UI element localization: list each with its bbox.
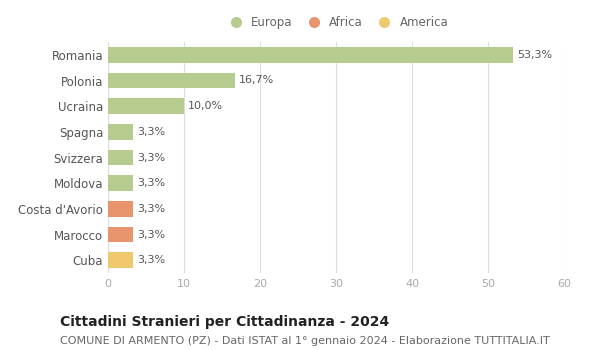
Text: 3,3%: 3,3% bbox=[137, 153, 165, 162]
Bar bbox=[108, 227, 133, 242]
Text: 3,3%: 3,3% bbox=[137, 204, 165, 214]
Text: COMUNE DI ARMENTO (PZ) - Dati ISTAT al 1° gennaio 2024 - Elaborazione TUTTITALIA: COMUNE DI ARMENTO (PZ) - Dati ISTAT al 1… bbox=[60, 336, 550, 346]
Text: 3,3%: 3,3% bbox=[137, 178, 165, 188]
Bar bbox=[108, 98, 184, 114]
Bar bbox=[108, 201, 133, 217]
Text: 16,7%: 16,7% bbox=[239, 76, 274, 85]
Text: 53,3%: 53,3% bbox=[517, 50, 552, 60]
Bar bbox=[108, 124, 133, 140]
Text: 3,3%: 3,3% bbox=[137, 127, 165, 137]
Bar bbox=[108, 175, 133, 191]
Text: 3,3%: 3,3% bbox=[137, 255, 165, 265]
Text: Cittadini Stranieri per Cittadinanza - 2024: Cittadini Stranieri per Cittadinanza - 2… bbox=[60, 315, 389, 329]
Bar bbox=[108, 47, 513, 63]
Bar bbox=[108, 150, 133, 165]
Text: 10,0%: 10,0% bbox=[188, 101, 223, 111]
Legend: Europa, Africa, America: Europa, Africa, America bbox=[219, 11, 453, 34]
Bar bbox=[108, 252, 133, 268]
Bar bbox=[108, 73, 235, 88]
Text: 3,3%: 3,3% bbox=[137, 230, 165, 239]
